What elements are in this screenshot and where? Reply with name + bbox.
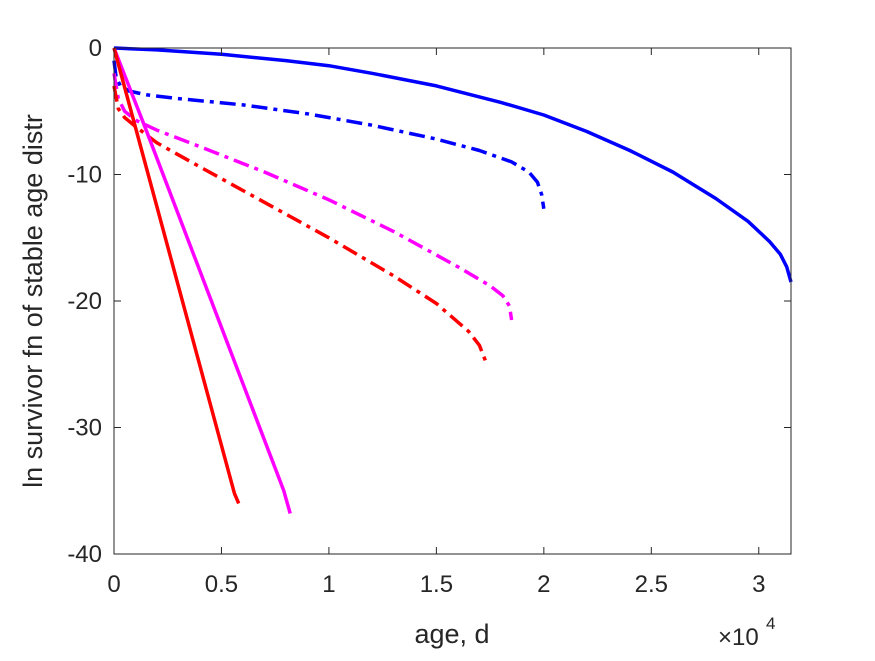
y-tick-label: -10	[67, 162, 102, 189]
x-tick-label: 2	[537, 571, 550, 598]
y-tick-label: -40	[67, 541, 102, 568]
x-tick-label: 2.5	[635, 571, 668, 598]
y-tick-label: 0	[89, 35, 102, 62]
x-axis-label: age, d	[414, 619, 489, 649]
tick-layer	[113, 47, 791, 555]
series-line-5	[112, 47, 241, 505]
tick-label-layer: 0 0.5 1 1.5 2 2.5 3 0 -10 -20 -30 -40	[67, 35, 765, 598]
series-line-1	[112, 60, 546, 209]
series-line-4	[112, 47, 292, 514]
series-line-3	[112, 85, 488, 363]
x-tick-label: 1.5	[420, 571, 453, 598]
series-layer	[112, 46, 793, 514]
y-axis-label: ln survivor fn of stable age distr	[18, 114, 48, 488]
x-exponent-base: ×10	[718, 624, 759, 651]
x-tick-label: 1	[322, 571, 335, 598]
x-exponent-label: ×10 4	[718, 614, 775, 651]
series-line-2	[112, 73, 514, 321]
y-tick-label: -20	[67, 288, 102, 315]
series-line-0	[113, 46, 793, 283]
x-tick-label: 0	[107, 571, 120, 598]
x-tick-label: 3	[752, 571, 765, 598]
plot-background	[114, 48, 791, 554]
y-tick-label: -30	[67, 415, 102, 442]
x-exponent-power: 4	[766, 614, 775, 633]
x-tick-label: 0.5	[205, 571, 238, 598]
